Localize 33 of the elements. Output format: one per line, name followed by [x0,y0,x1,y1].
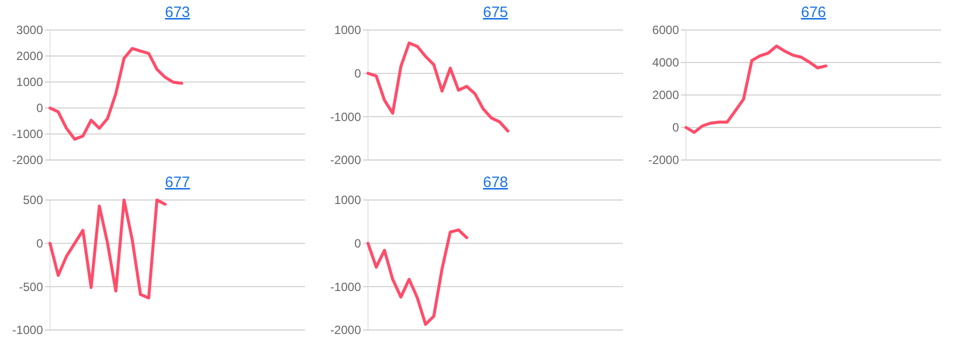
line-series [48,46,184,141]
y-tick-label: 1000 [334,23,362,38]
y-tick-label: 0 [354,66,362,81]
y-tick-label: -2000 [648,153,680,168]
line-series [48,198,167,300]
line-series [366,42,510,132]
chart-title: 675 [482,4,508,21]
y-tick-label: -1000 [330,110,362,124]
y-tick-label: 0 [36,236,44,251]
y-tick-label: 1000 [334,193,362,208]
y-tick-label: 0 [36,101,44,116]
y-tick-label: 0 [672,120,680,135]
y-tick-label: -1000 [12,323,44,338]
y-tick-label: -2000 [330,323,362,338]
y-tick-label: -1000 [330,280,362,294]
y-tick-label: -500 [18,280,44,294]
y-tick-label: 2000 [16,49,44,64]
line-series [684,44,828,134]
chart-title: 677 [164,174,190,191]
y-tick-label: 500 [22,193,44,208]
y-tick-label: -2000 [12,153,44,168]
chart-title: 678 [482,174,508,191]
y-tick-label: -1000 [12,127,44,142]
y-tick-label: 1000 [16,75,44,90]
y-tick-label: 3000 [16,23,44,38]
y-tick-label: 6000 [652,23,680,38]
y-tick-label: 4000 [652,56,680,70]
chart-title: 673 [164,4,190,21]
y-tick-label: 2000 [652,88,680,102]
y-tick-label: 0 [354,236,362,251]
chart-title: 676 [800,4,826,21]
line-series [366,228,468,326]
y-tick-label: -2000 [330,153,362,168]
